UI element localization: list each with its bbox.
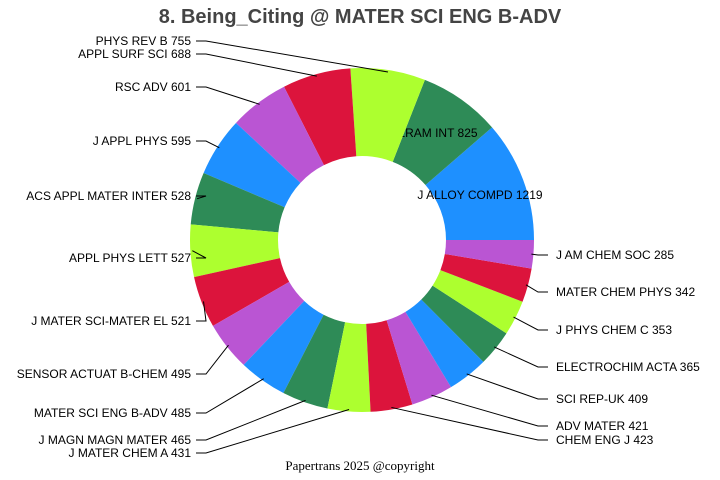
leader-line <box>192 250 207 259</box>
slice-label: ACS APPL MATER INTER 528 <box>26 189 191 203</box>
slice-adv-mater <box>386 311 452 405</box>
leader-line <box>196 140 220 149</box>
slice-j-magn-magn-mater <box>283 314 346 409</box>
leader-line <box>525 284 548 293</box>
slice-label: CERAM INT 825 <box>388 126 477 140</box>
slice-label: SCI REP-UK 409 <box>556 392 648 406</box>
slice-label: PHYS REV B 755 <box>96 34 192 48</box>
leader-line <box>531 253 548 256</box>
slice-acs-appl-mater-inter <box>190 173 285 233</box>
slice-sci-rep-uk <box>405 299 484 388</box>
slice-mater-chem-phys <box>440 253 532 302</box>
slice-label: J MAGN MAGN MATER 465 <box>39 433 192 447</box>
leader-line <box>513 316 548 331</box>
slice-label: MATER CHEM PHYS 342 <box>556 285 695 299</box>
slice-label: APPL PHYS LETT 527 <box>69 251 191 265</box>
slice-label: MATER SCI ENG B-ADV 485 <box>34 406 191 420</box>
copyright-footer: Papertrans 2025 @copyright <box>285 458 435 473</box>
slice-sensor-actuat-b-chem <box>212 281 305 365</box>
slice-label: SENSOR ACTUAT B-CHEM 495 <box>17 367 192 381</box>
leader-line <box>391 406 548 441</box>
chart-title: 8. Being_Citing @ MATER SCI ENG B-ADV <box>158 6 562 28</box>
slice-j-phys-chem-c <box>432 270 523 334</box>
slice-j-mater-sci-mater-el <box>194 258 290 326</box>
slice-label: APPL SURF SCI 688 <box>78 47 191 61</box>
slice-rsc-adv <box>235 86 324 183</box>
slice-phys-rev-b <box>350 68 425 162</box>
slice-chem-eng-j <box>366 320 413 412</box>
leader-line <box>196 378 264 414</box>
leader-line <box>196 53 317 77</box>
slice-label: ELECTROCHIM ACTA 365 <box>556 360 700 374</box>
leader-line <box>196 409 350 454</box>
slice-mater-sci-eng-b-adv <box>243 300 324 393</box>
slice-appl-phys-lett <box>189 224 280 278</box>
slice-j-appl-phys <box>203 122 301 208</box>
leader-line <box>196 301 207 322</box>
slice-label: J PHYS CHEM C 353 <box>556 323 672 337</box>
leader-line <box>493 346 548 368</box>
slice-label: ADV MATER 421 <box>556 419 649 433</box>
leader-line <box>196 344 229 375</box>
slice-j-mater-chem-a <box>327 322 371 412</box>
slice-label: J MATER SCI-MATER EL 521 <box>31 314 191 328</box>
slice-label: CHEM ENG J 423 <box>556 433 654 447</box>
slice-label: RSC ADV 601 <box>115 80 191 94</box>
slice-label: J AM CHEM SOC 285 <box>556 248 674 262</box>
slice-label: J MATER CHEM A 431 <box>69 446 192 460</box>
leader-line <box>196 195 207 200</box>
slice-electrochim-acta <box>421 285 507 362</box>
slice-j-alloy-compd <box>425 127 534 240</box>
leader-line <box>431 394 548 427</box>
slice-label: J APPL PHYS 595 <box>93 134 192 148</box>
slice-appl-surf-sci <box>284 68 357 166</box>
slice-label: J ALLOY COMPD 1219 <box>417 188 543 202</box>
leader-line <box>196 399 306 441</box>
leader-line <box>196 40 389 73</box>
leader-line <box>466 373 548 400</box>
slice-j-am-chem-soc <box>444 240 534 269</box>
leader-line <box>196 86 260 105</box>
slice-ceram-int <box>392 79 493 186</box>
